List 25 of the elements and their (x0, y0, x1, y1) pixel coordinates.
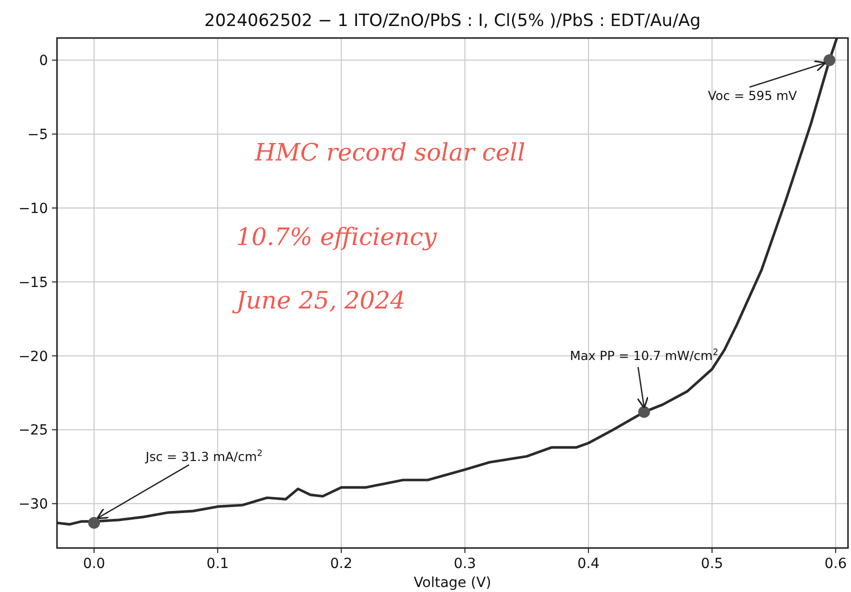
y-tick-label: −20 (18, 348, 48, 365)
x-tick-label: 0.3 (454, 556, 476, 572)
x-tick-label: 0.2 (330, 556, 352, 572)
y-tick-label: −15 (18, 274, 48, 291)
y-tick-label: −25 (18, 422, 48, 439)
y-tick-label: −5 (27, 127, 48, 144)
x-tick-label: 0.6 (824, 556, 847, 572)
annotation: HMC record solar cell (254, 138, 526, 167)
annotation: June 25, 2024 (231, 286, 406, 315)
x-tick-label: 0.0 (82, 556, 106, 572)
y-tick-label: 0 (39, 53, 48, 70)
point (88, 516, 100, 529)
chart-title: 2024062502 − 1 ITO/ZnO/PbS : I, Cl(5% )/PbS : EDT/Au/Ag (204, 11, 701, 31)
x-axis-title: Voltage (V) (414, 575, 492, 591)
annotation: Voc = 595 mV (708, 88, 798, 104)
x-tick-label: 0.1 (206, 556, 229, 572)
y-tick-label: −10 (18, 201, 48, 217)
x-tick-label: 0.5 (700, 556, 724, 572)
y-tick-label: −30 (18, 496, 48, 513)
x-tick-label: 0.4 (577, 556, 600, 572)
annotation: Jsc = 31.3 mA/cm$^{2}$ (144, 448, 263, 464)
annotation: 10.7% efficiency (236, 222, 438, 251)
point (638, 406, 650, 418)
annotation: Max PP = 10.7 mW/cm$^{2}$ (570, 348, 718, 363)
point (824, 54, 836, 66)
